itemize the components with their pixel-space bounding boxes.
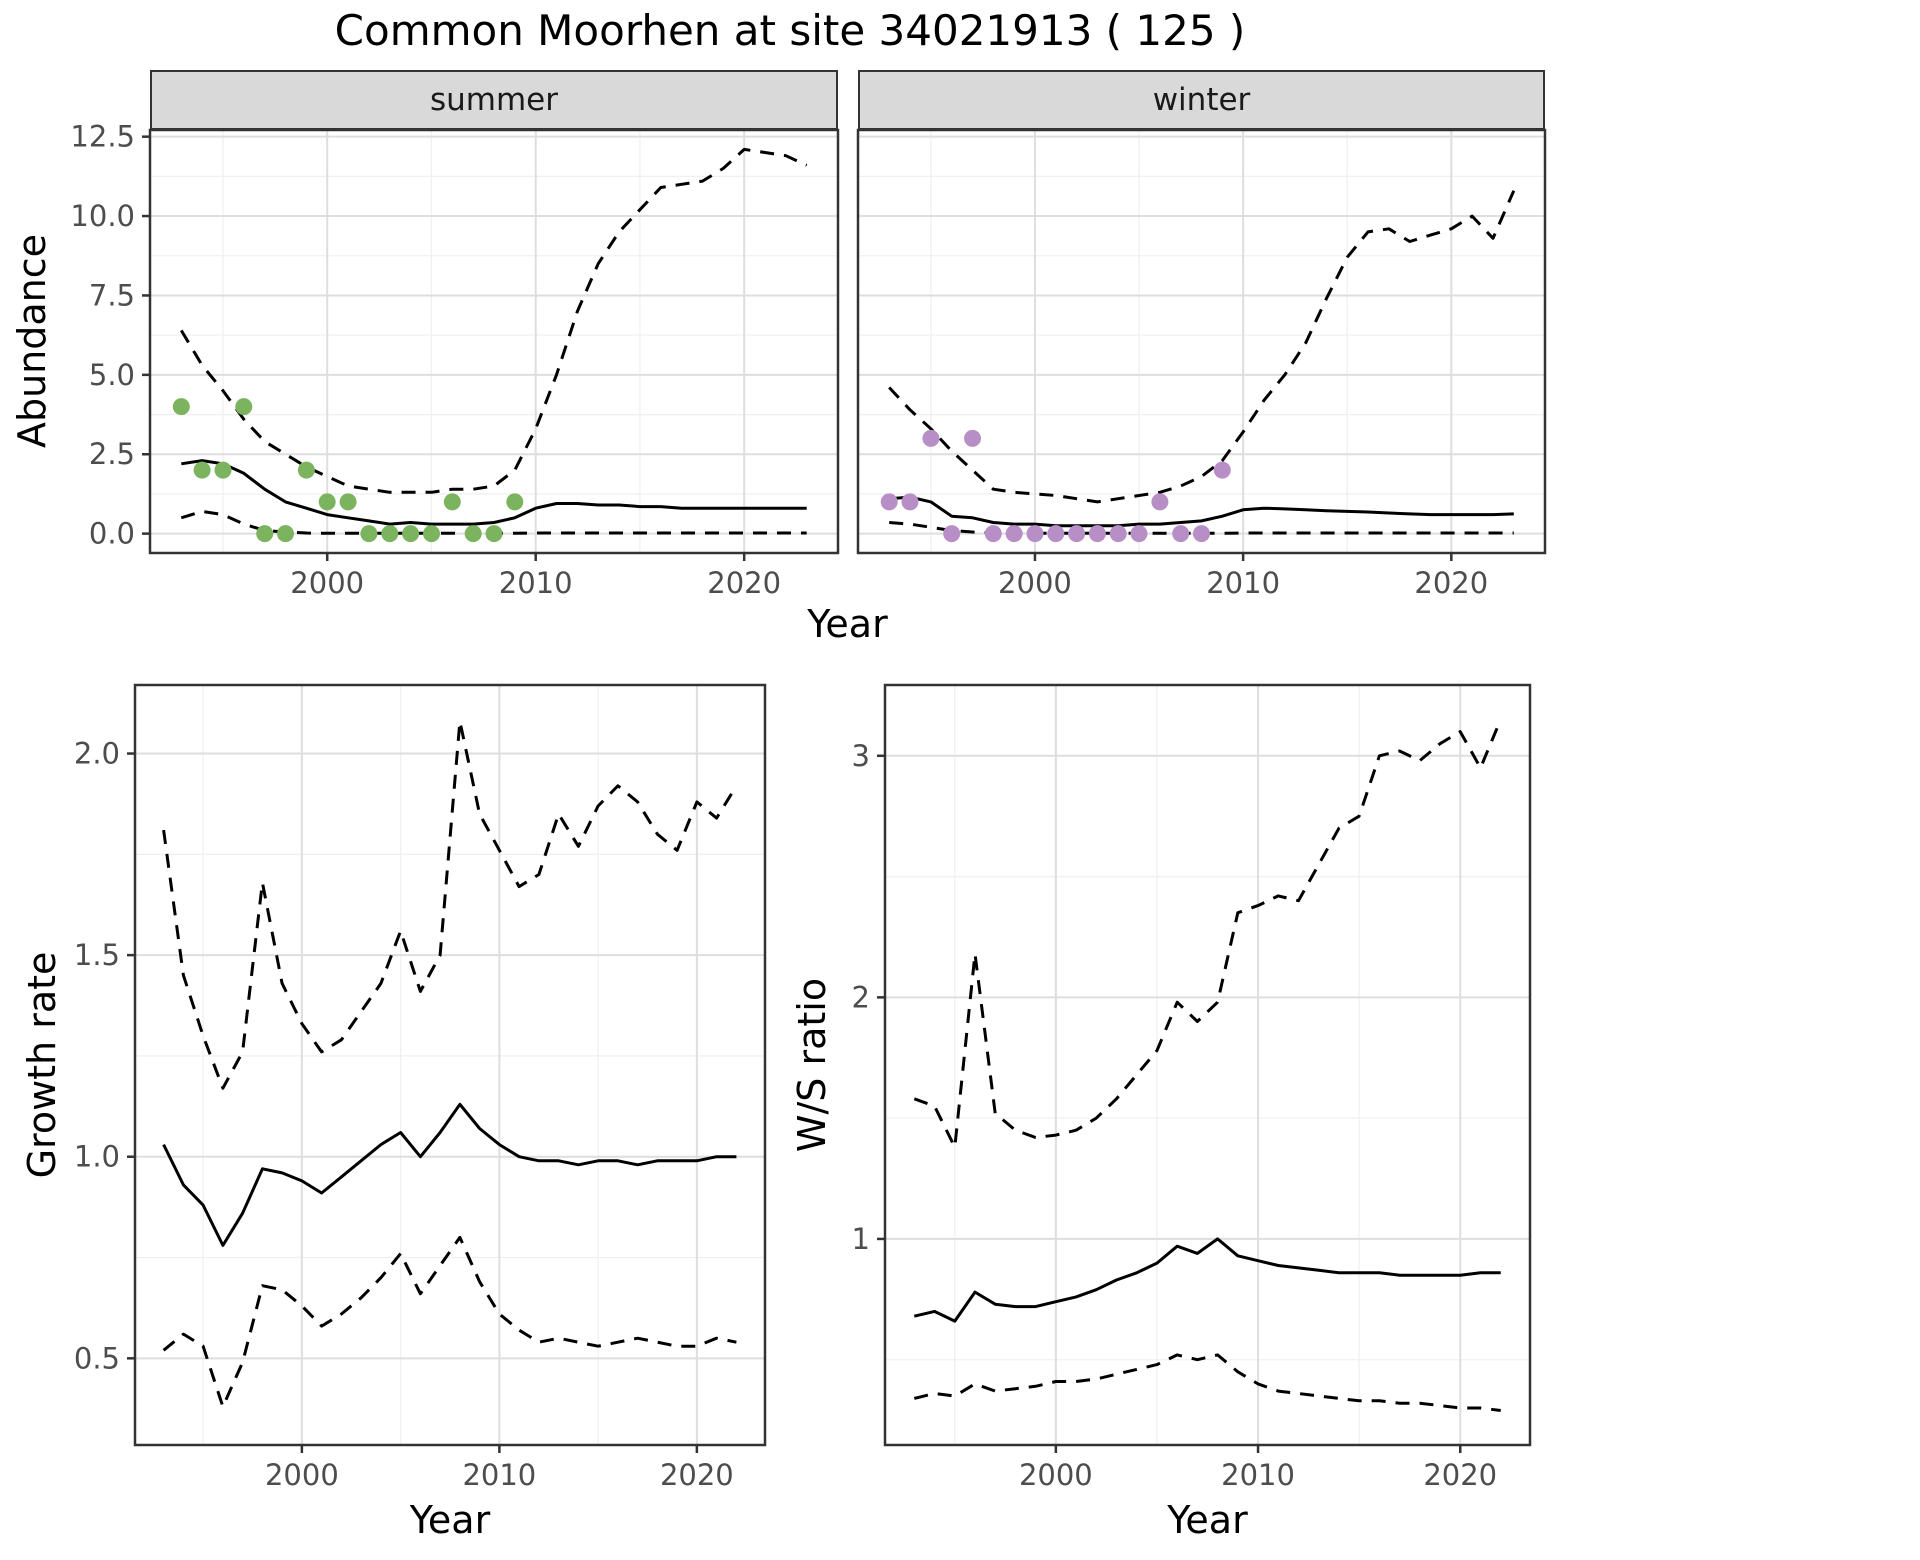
svg-text:2000: 2000 xyxy=(290,566,364,600)
svg-text:2010: 2010 xyxy=(1221,1458,1295,1492)
svg-text:2020: 2020 xyxy=(1423,1458,1497,1492)
svg-text:2000: 2000 xyxy=(265,1458,339,1492)
facet-strip-summer: summer xyxy=(150,70,838,130)
svg-text:2010: 2010 xyxy=(1206,566,1280,600)
svg-text:2000: 2000 xyxy=(998,566,1072,600)
svg-text:1.0: 1.0 xyxy=(74,1140,120,1174)
svg-text:1: 1 xyxy=(852,1222,870,1256)
svg-text:2020: 2020 xyxy=(660,1458,734,1492)
y-axis-title-growth-rate: Growth rate xyxy=(20,951,64,1179)
x-axis-title-year-ws: Year xyxy=(1167,1498,1248,1542)
page-title: Common Moorhen at site 34021913 ( 125 ) xyxy=(334,6,1246,55)
y-axis-title-abundance: Abundance xyxy=(10,233,54,449)
svg-text:2020: 2020 xyxy=(1414,566,1488,600)
svg-text:10.0: 10.0 xyxy=(70,199,135,233)
svg-text:2010: 2010 xyxy=(499,566,573,600)
svg-text:2010: 2010 xyxy=(462,1458,536,1492)
facet-label-winter: winter xyxy=(1152,82,1251,118)
svg-text:5.0: 5.0 xyxy=(89,358,135,392)
svg-text:0.5: 0.5 xyxy=(74,1341,120,1375)
svg-text:2020: 2020 xyxy=(707,566,781,600)
svg-text:12.5: 12.5 xyxy=(70,120,135,154)
facet-label-summer: summer xyxy=(429,82,558,118)
facet-strip-winter: winter xyxy=(858,70,1545,130)
svg-text:1.5: 1.5 xyxy=(74,938,120,972)
svg-text:2000: 2000 xyxy=(1019,1458,1093,1492)
svg-text:7.5: 7.5 xyxy=(89,278,135,312)
y-axis-title-ws-ratio: W/S ratio xyxy=(790,977,834,1153)
svg-text:2.0: 2.0 xyxy=(74,737,120,771)
svg-text:3: 3 xyxy=(852,739,870,773)
svg-text:0.0: 0.0 xyxy=(89,517,135,551)
svg-text:2: 2 xyxy=(852,980,870,1014)
svg-text:2.5: 2.5 xyxy=(89,437,135,471)
x-axis-title-year-top: Year xyxy=(807,602,888,646)
x-axis-title-year-growth: Year xyxy=(409,1498,491,1542)
